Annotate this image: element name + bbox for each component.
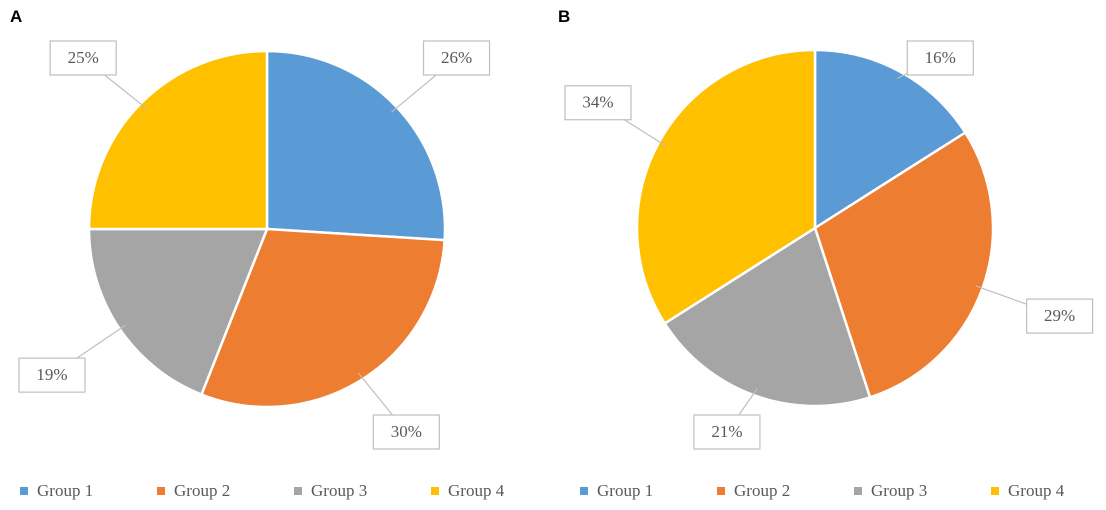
label-box (18, 357, 86, 393)
label-box (564, 85, 632, 121)
panel-title: A (10, 7, 22, 26)
data-label: 29% (1044, 306, 1075, 325)
label-box (372, 414, 440, 450)
legend-label: Group 4 (1008, 481, 1065, 500)
legend-label: Group 4 (448, 481, 505, 500)
pie-slice (199, 227, 446, 409)
data-label: 30% (391, 422, 422, 441)
pie-slice (813, 48, 968, 231)
legend-swatch (157, 487, 165, 495)
legend-label: Group 2 (174, 481, 230, 500)
data-label: 34% (582, 93, 613, 112)
label-box (1026, 298, 1094, 334)
legend-swatch (854, 487, 862, 495)
legend-swatch (294, 487, 302, 495)
legend-label: Group 3 (311, 481, 367, 500)
legend-label: Group 3 (871, 481, 927, 500)
legend-swatch (991, 487, 999, 495)
data-label: 26% (441, 48, 472, 67)
legend-swatch (580, 487, 588, 495)
data-label: 16% (925, 48, 956, 67)
pie-slice (87, 49, 269, 231)
legend-label: Group 1 (37, 481, 93, 500)
data-label: 25% (68, 48, 99, 67)
legend-label: Group 2 (734, 481, 790, 500)
legend-label: Group 1 (597, 481, 653, 500)
label-box (49, 40, 117, 76)
label-box (693, 414, 761, 450)
label-box (906, 40, 974, 76)
legend-swatch (20, 487, 28, 495)
panel-title: B (558, 7, 570, 26)
data-label: 21% (711, 422, 742, 441)
pie-slice (265, 49, 447, 242)
label-box (422, 40, 491, 76)
pie-slice (662, 226, 872, 408)
legend-swatch (717, 487, 725, 495)
legend-swatch (431, 487, 439, 495)
data-label: 19% (36, 365, 67, 384)
